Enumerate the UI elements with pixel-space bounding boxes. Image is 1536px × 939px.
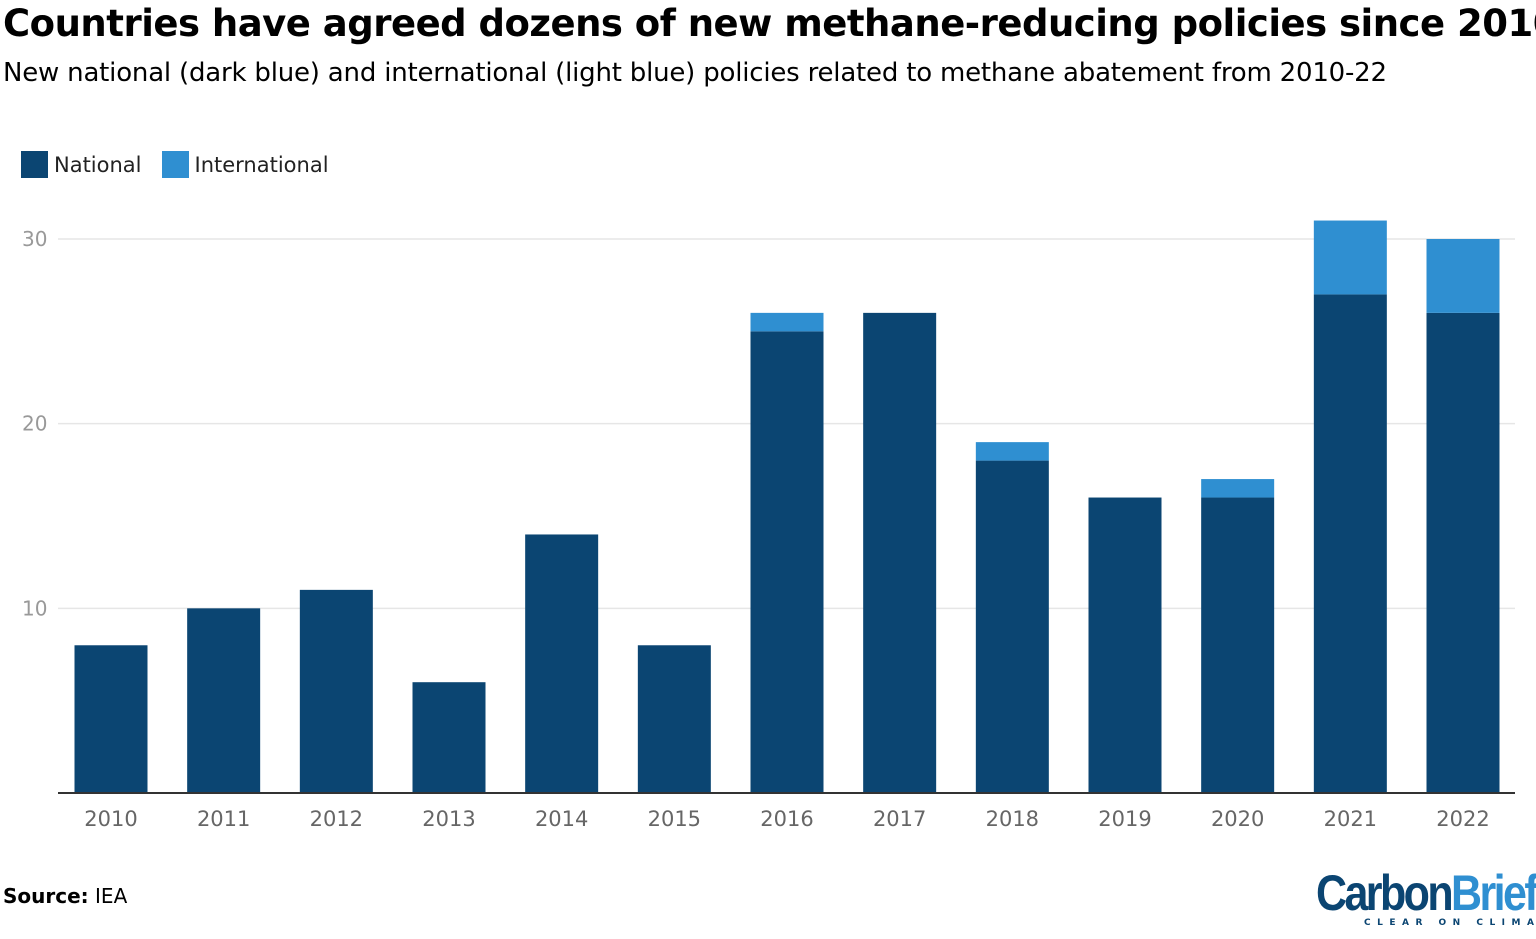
bar-national-2011: [187, 608, 261, 793]
bar-national-2013: [412, 682, 486, 793]
x-tick-label: 2011: [197, 807, 250, 831]
x-tick-label: 2016: [760, 807, 813, 831]
bar-national-2014: [525, 534, 599, 793]
x-tick-label: 2022: [1436, 807, 1489, 831]
x-tick-label: 2015: [648, 807, 701, 831]
x-tick-label: 2019: [1098, 807, 1151, 831]
logo-brief: Brief: [1451, 865, 1536, 921]
x-tick-label: 2018: [986, 807, 1039, 831]
x-tick-label: 2013: [422, 807, 475, 831]
bar-international-2021: [1313, 220, 1387, 295]
bar-national-2021: [1313, 294, 1387, 793]
legend-item-national: National: [21, 151, 142, 178]
x-tick-label: 2014: [535, 807, 588, 831]
bar-national-2018: [975, 460, 1049, 793]
chart-subtitle: New national (dark blue) and internation…: [3, 58, 1387, 88]
bar-international-2020: [1201, 479, 1275, 498]
bar-national-2010: [74, 645, 148, 793]
carbon-brief-logo: CarbonBrief CLEAR ON CLIMATE: [1316, 865, 1536, 928]
bar-national-2022: [1426, 312, 1500, 793]
source-note: Source: IEA: [3, 884, 127, 908]
y-tick-label: 30: [22, 227, 47, 251]
chart-title: Countries have agreed dozens of new meth…: [3, 2, 1536, 45]
bar-international-2018: [975, 442, 1049, 461]
logo-tagline: CLEAR ON CLIMATE: [1364, 918, 1536, 928]
x-tick-label: 2017: [873, 807, 926, 831]
bar-international-2022: [1426, 239, 1500, 313]
bar-national-2020: [1201, 497, 1275, 793]
bar-national-2012: [299, 589, 373, 793]
legend: National International: [21, 151, 329, 178]
source-label: Source:: [3, 884, 89, 908]
legend-swatch-international: [161, 151, 189, 178]
bar-international-2016: [750, 312, 824, 332]
y-tick-label: 20: [22, 412, 47, 436]
legend-swatch-national: [21, 151, 48, 178]
x-tick-label: 2010: [84, 807, 137, 831]
legend-label: National: [54, 152, 142, 177]
x-tick-label: 2021: [1324, 807, 1377, 831]
x-tick-label: 2020: [1211, 807, 1264, 831]
y-tick-label: 10: [22, 596, 47, 620]
source-value: IEA: [95, 884, 128, 908]
legend-item-international: International: [161, 151, 329, 178]
logo-carbon: Carbon: [1316, 865, 1454, 921]
legend-label: International: [194, 152, 329, 177]
bar-national-2015: [637, 645, 711, 793]
bar-national-2019: [1088, 497, 1162, 793]
bar-national-2016: [750, 331, 824, 793]
x-tick-label: 2012: [310, 807, 363, 831]
bar-national-2017: [863, 312, 937, 793]
